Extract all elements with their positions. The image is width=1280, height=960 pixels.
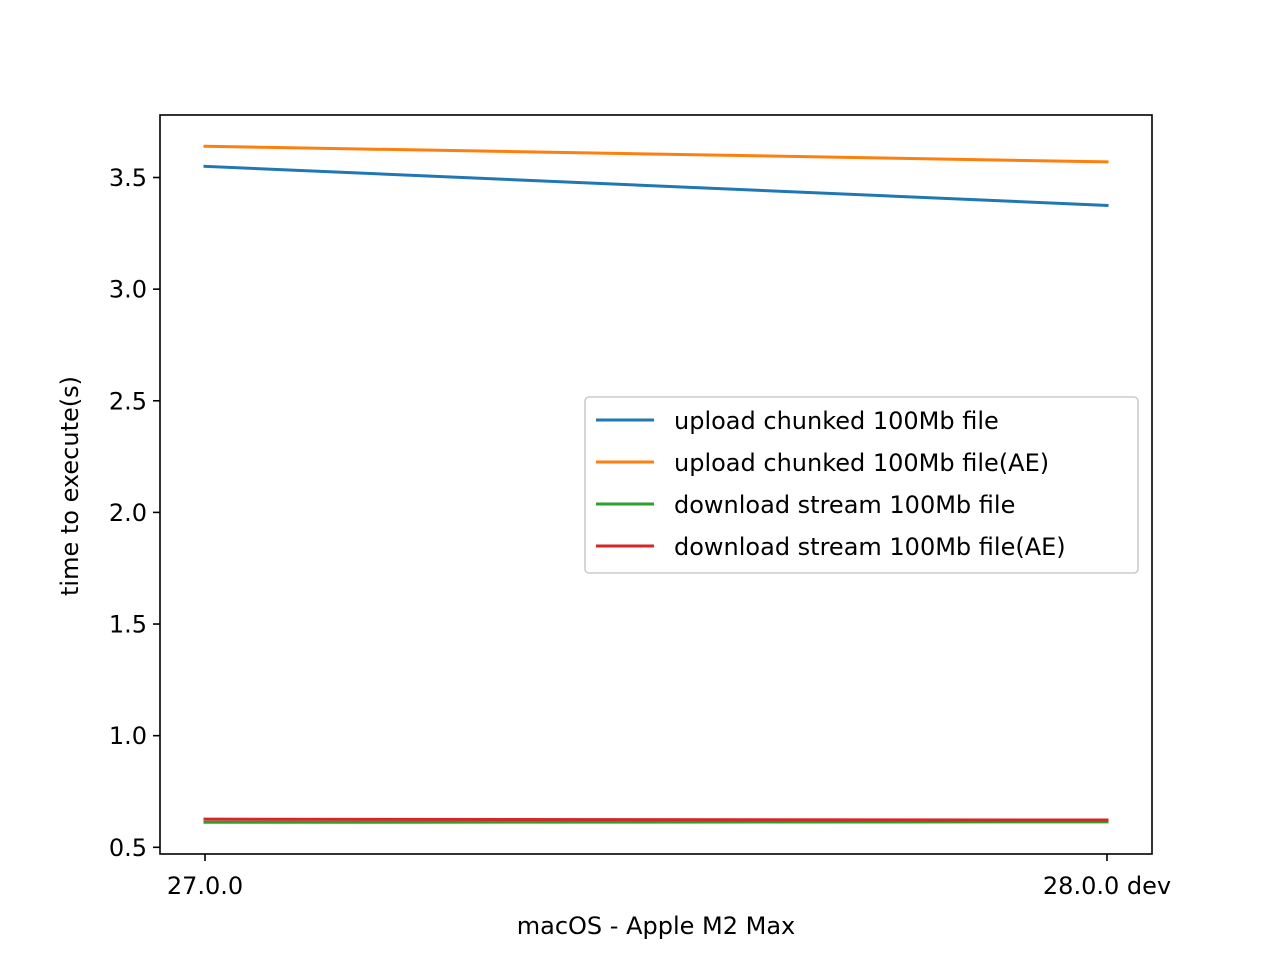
legend-entry-3: download stream 100Mb file: [674, 491, 1015, 519]
series-line-4: [203, 817, 1109, 822]
legend: upload chunked 100Mb file upload chunked …: [584, 396, 1139, 574]
series-line-2: [203, 144, 1109, 164]
y-tick-label: 1.5: [109, 611, 147, 639]
x-axis: 27.0.0 28.0.0 dev: [167, 854, 1171, 900]
y-tick-label: 0.5: [109, 834, 147, 862]
y-tick-label: 3.5: [109, 164, 147, 192]
x-tick-label: 27.0.0: [167, 872, 243, 900]
plot-area: [203, 144, 1109, 824]
legend-entry-1: upload chunked 100Mb file: [674, 407, 999, 435]
y-tick-label: 3.0: [109, 276, 147, 304]
legend-entry-4: download stream 100Mb file(AE): [674, 533, 1066, 561]
y-tick-label: 2.0: [109, 499, 147, 527]
y-tick-label: 2.5: [109, 387, 147, 415]
series-line-1: [203, 164, 1109, 207]
legend-box: [584, 396, 1139, 574]
y-axis-label: time to execute(s): [56, 376, 84, 596]
legend-entry-2: upload chunked 100Mb file(AE): [674, 449, 1049, 477]
x-axis-label: macOS - Apple M2 Max: [517, 912, 796, 940]
axes-frame: [159, 114, 1153, 855]
y-axis: 0.5 1.0 1.5 2.0 2.5 3.0 3.5: [109, 164, 160, 862]
y-tick-label: 1.0: [109, 722, 147, 750]
x-tick-label: 28.0.0 dev: [1043, 872, 1171, 900]
